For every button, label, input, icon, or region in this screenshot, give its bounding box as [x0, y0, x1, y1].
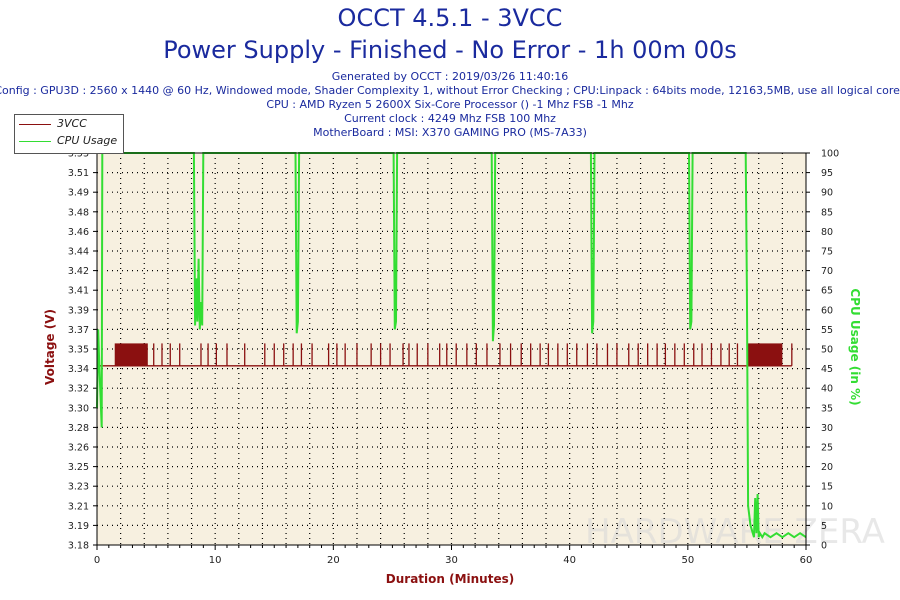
- right-tick-label: 35: [821, 403, 833, 414]
- legend: 3VCC CPU Usage: [14, 114, 124, 154]
- clock-info: Current clock : 4249 Mhz FSB 100 Mhz: [344, 112, 556, 125]
- right-tick-label: 40: [821, 384, 833, 395]
- left-tick-label: 3.30: [68, 403, 89, 414]
- grid-lines: [97, 153, 806, 545]
- right-tick-label: 0: [821, 541, 827, 552]
- right-tick-label: 10: [821, 501, 833, 512]
- left-tick-label: 3.41: [68, 286, 89, 297]
- x-tick-label: 30: [445, 555, 458, 566]
- right-tick-label: 75: [821, 247, 833, 258]
- right-tick-label: 5: [821, 521, 827, 532]
- right-tick-label: 95: [821, 168, 833, 179]
- left-tick-label: 3.28: [68, 423, 89, 434]
- right-tick-label: 30: [821, 423, 833, 434]
- left-tick-label: 3.39: [68, 305, 89, 316]
- chart-title: OCCT 4.5.1 - 3VCC: [337, 4, 563, 32]
- left-tick-label: 3.32: [68, 384, 89, 395]
- left-tick-label: 3.42: [68, 266, 89, 277]
- left-tick-label: 3.34: [68, 364, 89, 375]
- motherboard-info: MotherBoard : MSI: X370 GAMING PRO (MS-7…: [313, 126, 587, 139]
- right-tick-label: 45: [821, 364, 833, 375]
- legend-label-3vcc: 3VCC: [57, 117, 87, 130]
- x-tick-label: 60: [800, 555, 813, 566]
- x-tick-label: 0: [94, 555, 100, 566]
- right-tick-label: 65: [821, 286, 833, 297]
- x-axis-ticks: 0 10 20 30 40 50 60: [94, 545, 813, 566]
- legend-swatch-3vcc: [19, 124, 51, 125]
- left-axis-ticks: 3.18 3.19 3.21 3.23 3.25 3.26 3.28 3.30 3.32 3.34…: [68, 149, 97, 552]
- left-tick-label: 3.48: [68, 207, 89, 218]
- right-tick-label: 50: [821, 345, 833, 356]
- legend-label-cpu: CPU Usage: [57, 134, 118, 147]
- left-tick-label: 3.53: [68, 149, 89, 160]
- right-tick-label: 85: [821, 207, 833, 218]
- right-tick-label: 55: [821, 325, 833, 336]
- left-tick-label: 3.49: [68, 188, 89, 199]
- right-tick-label: 80: [821, 227, 833, 238]
- right-tick-label: 100: [821, 149, 839, 160]
- left-tick-label: 3.26: [68, 443, 89, 454]
- x-tick-label: 50: [681, 555, 694, 566]
- x-tick-label: 40: [563, 555, 576, 566]
- left-tick-label: 3.51: [68, 168, 89, 179]
- right-tick-label: 15: [821, 482, 833, 493]
- voltage-series: [97, 343, 793, 367]
- x-tick-label: 10: [209, 555, 222, 566]
- right-axis-ticks: 0 5 10 15 20 25 30 35 40 45 50 55 60 65 70 75 80 85 90 95 10…: [806, 149, 839, 552]
- left-tick-label: 3.46: [68, 227, 89, 238]
- y-axis-right-title: CPU Usage (in %): [848, 288, 862, 406]
- generated-info: Generated by OCCT : 2019/03/26 11:40:16: [331, 70, 569, 83]
- left-tick-label: 3.44: [68, 247, 89, 258]
- right-tick-label: 70: [821, 266, 833, 277]
- left-tick-label: 3.21: [68, 501, 89, 512]
- right-tick-label: 60: [821, 305, 833, 316]
- y-axis-left-title: Voltage (V): [43, 309, 57, 385]
- chart-subtitle: Power Supply - Finished - No Error - 1h …: [163, 36, 737, 64]
- left-tick-label: 3.23: [68, 482, 89, 493]
- right-tick-label: 25: [821, 443, 833, 454]
- left-tick-label: 3.19: [68, 521, 89, 532]
- x-axis-title: Duration (Minutes): [385, 572, 515, 586]
- left-tick-label: 3.25: [68, 462, 89, 473]
- plot-frame: [96, 152, 807, 546]
- right-tick-label: 20: [821, 462, 833, 473]
- left-tick-label: 3.37: [68, 325, 89, 336]
- x-tick-label: 20: [327, 555, 340, 566]
- legend-swatch-cpu: [19, 141, 51, 142]
- left-tick-label: 3.18: [68, 541, 89, 552]
- config-info: Config : GPU3D : 2560 x 1440 @ 60 Hz, Wi…: [0, 84, 900, 97]
- left-tick-label: 3.35: [68, 345, 89, 356]
- voltage-dense-segment: [746, 343, 783, 366]
- voltage-dense-segment: [114, 343, 148, 366]
- cpu-info: CPU : AMD Ryzen 5 2600X Six-Core Process…: [266, 98, 634, 111]
- right-tick-label: 90: [821, 188, 833, 199]
